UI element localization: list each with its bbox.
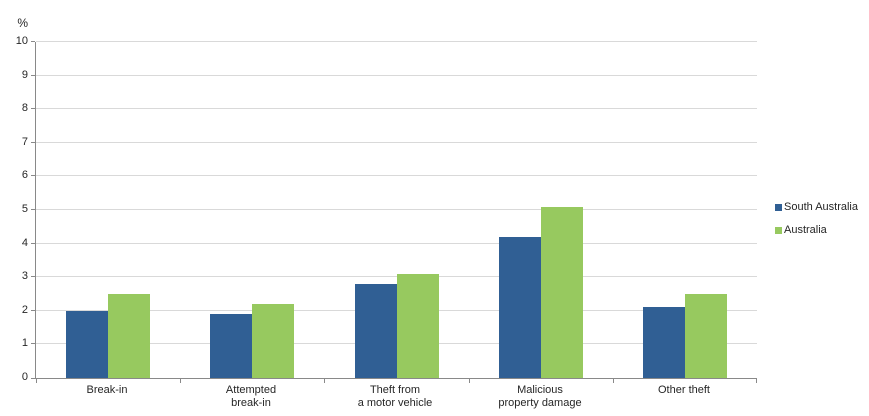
y-axis-tick-mark [31,41,35,42]
y-axis-tick-mark [31,242,35,244]
y-axis-tick-mark [31,309,35,311]
legend-swatch-south-australia-icon [775,203,782,211]
x-axis-tick-mark [324,379,325,383]
gridline [36,209,757,210]
x-axis-category-label: Attempted break-in [225,384,277,409]
y-axis-tick-mark [31,378,35,379]
x-axis-category-label: Break-in [86,384,128,396]
bar-australia [685,294,727,378]
y-axis-tick-label: 8 [21,102,28,115]
y-axis-tick-label: 10 [15,35,28,47]
gridline [36,141,757,143]
gridline [36,108,757,110]
y-axis-tick-mark [31,276,35,278]
legend-item-south-australia: South Australia [775,201,858,213]
bar-south-australia [210,314,252,378]
y-axis-tick-mark [31,209,35,210]
legend-item-australia: Australia [775,224,858,236]
y-axis-tick-mark [31,175,35,177]
y-axis-tick-label: 6 [21,169,28,182]
y-axis-tick-label: 2 [21,303,28,316]
y-axis-tick-mark [31,108,35,110]
legend-label-australia: Australia [784,224,827,236]
bar-south-australia [643,307,685,378]
bar-south-australia [355,284,397,378]
y-axis-tick-mark [31,74,35,76]
x-axis-tick-mark [180,379,181,383]
y-axis-tick-mark [31,343,35,345]
y-axis-tick-label: 3 [21,270,28,283]
bar-south-australia [66,311,108,378]
y-axis-tick-label: 1 [21,337,28,350]
y-axis-tick-label: 7 [21,135,28,148]
x-axis-category-label: Malicious property damage [498,384,582,409]
bar-australia [541,207,583,378]
y-axis-tick-mark [31,141,35,143]
x-axis-tick-mark [469,379,470,383]
gridline [36,175,757,177]
y-axis-tick-label: 4 [21,236,28,249]
gridline [36,74,757,76]
x-axis-tick-mark [613,379,614,383]
x-axis-tick-mark [756,379,757,383]
x-axis-tick-mark [36,379,37,383]
legend-swatch-australia-icon [775,226,782,234]
gridline [36,41,757,42]
bar-australia [108,294,150,378]
plot-area [31,41,757,383]
y-axis-tick-label: 5 [21,203,28,215]
y-axis-tick-label: 0 [21,371,28,383]
x-axis-category-label: Theft from a motor vehicle [357,384,433,409]
legend: South Australia Australia [775,201,858,236]
gridline [36,276,757,278]
y-axis-unit-label: % [17,16,28,30]
y-axis-tick-label: 9 [21,68,28,81]
gridline [36,242,757,244]
bar-australia [252,304,294,378]
legend-label-south-australia: South Australia [784,201,858,213]
bar-south-australia [499,237,541,378]
bar-australia [397,274,439,378]
x-axis-category-label: Other theft [658,384,710,396]
